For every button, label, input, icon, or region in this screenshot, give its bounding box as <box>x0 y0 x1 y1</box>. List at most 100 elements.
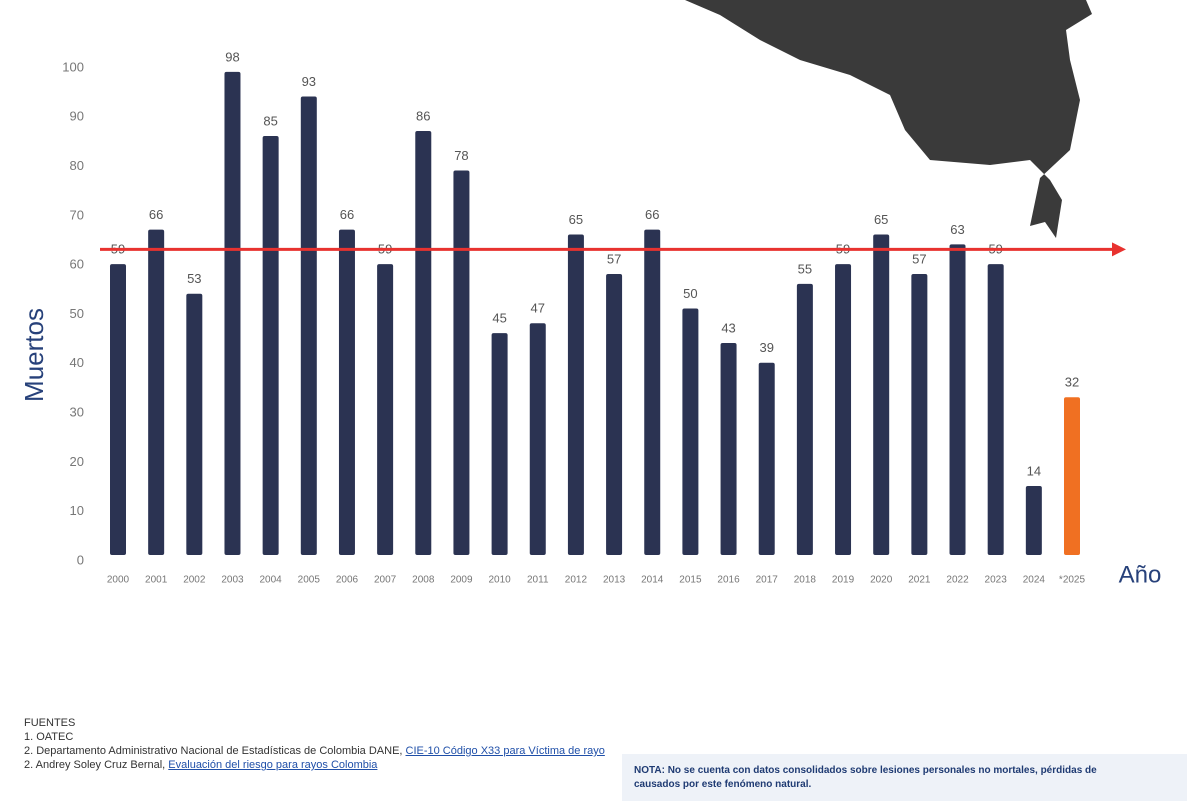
data-label: 65 <box>569 212 583 227</box>
data-label: 47 <box>531 301 545 316</box>
y-tick-label: 50 <box>70 306 84 321</box>
x-tick-label: 2016 <box>717 575 740 586</box>
data-label: 43 <box>721 320 735 335</box>
bar <box>987 264 1004 555</box>
x-tick-label: 2003 <box>221 575 244 586</box>
source-text: 1. OATEC <box>24 731 74 743</box>
bar <box>110 264 126 555</box>
x-tick-label: 2024 <box>1023 575 1046 586</box>
bar <box>911 273 928 555</box>
source-item: 1. OATEC <box>24 730 605 744</box>
data-label: 39 <box>759 340 773 355</box>
bar <box>338 229 355 555</box>
y-axis-label: Muertos <box>19 308 49 402</box>
data-label: 66 <box>645 207 659 222</box>
bar <box>949 244 966 555</box>
source-text: 2. Andrey Soley Cruz Bernal, <box>24 759 169 771</box>
data-label: 85 <box>263 113 277 128</box>
x-tick-label: 2020 <box>870 575 893 586</box>
x-axis-label: Año <box>1119 561 1162 588</box>
bar <box>262 135 279 555</box>
bar <box>835 264 852 555</box>
x-tick-label: 2023 <box>985 575 1008 586</box>
chart: Muertos Año 0102030405060708090100200059… <box>19 0 1162 588</box>
bar <box>567 234 584 556</box>
bar <box>682 308 699 555</box>
data-label: 57 <box>912 251 926 266</box>
bar <box>758 362 775 555</box>
note-line: NOTA: No se cuenta con datos consolidado… <box>634 765 1097 776</box>
x-tick-label: 2000 <box>107 575 130 586</box>
bar <box>148 229 165 555</box>
source-item: 2. Departamento Administrativo Nacional … <box>24 744 605 758</box>
bar <box>491 333 508 555</box>
data-label: 14 <box>1027 463 1041 478</box>
y-tick-label: 0 <box>77 552 84 567</box>
note-line: causados por este fenómeno natural. <box>634 779 812 790</box>
bar <box>873 234 890 556</box>
sources: FUENTES 1. OATEC 2. Departamento Administr… <box>24 716 605 772</box>
x-tick-label: 2017 <box>756 575 779 586</box>
data-label: 86 <box>416 108 430 123</box>
bar <box>796 283 813 555</box>
x-tick-label: 2006 <box>336 575 359 586</box>
data-label: 45 <box>492 311 506 326</box>
x-tick-label: 2009 <box>450 575 473 586</box>
data-label: 53 <box>187 271 201 286</box>
bar <box>644 229 661 555</box>
bar <box>1025 485 1042 555</box>
bar <box>606 273 623 555</box>
bar <box>529 323 546 555</box>
data-label: 55 <box>798 261 812 276</box>
y-tick-label: 30 <box>70 405 84 420</box>
x-tick-label: *2025 <box>1059 575 1086 586</box>
x-tick-label: 2007 <box>374 575 397 586</box>
x-tick-label: 2012 <box>565 575 588 586</box>
bar <box>377 264 394 555</box>
x-tick-label: 2022 <box>946 575 969 586</box>
x-tick-label: 2002 <box>183 575 206 586</box>
data-label: 93 <box>302 74 316 89</box>
x-tick-label: 2005 <box>298 575 321 586</box>
x-tick-label: 2010 <box>488 575 511 586</box>
x-tick-label: 2011 <box>527 575 549 586</box>
x-tick-label: 2001 <box>145 575 168 586</box>
data-label: 57 <box>607 251 621 266</box>
x-tick-label: 2008 <box>412 575 435 586</box>
data-label: 65 <box>874 212 888 227</box>
bar <box>453 170 470 555</box>
y-tick-label: 100 <box>62 59 84 74</box>
bar <box>415 131 432 555</box>
map-silhouette <box>685 0 1092 238</box>
reference-arrow <box>1112 242 1126 257</box>
data-label: 63 <box>950 222 964 237</box>
x-tick-label: 2019 <box>832 575 855 586</box>
y-tick-label: 90 <box>70 109 84 124</box>
y-tick-label: 10 <box>70 503 84 518</box>
x-tick-label: 2015 <box>679 575 702 586</box>
bar <box>186 293 203 555</box>
x-tick-label: 2021 <box>908 575 931 586</box>
data-label: 78 <box>454 148 468 163</box>
source-item: 2. Andrey Soley Cruz Bernal, Evaluación … <box>24 758 605 772</box>
x-tick-label: 2014 <box>641 575 664 586</box>
x-tick-label: 2004 <box>260 575 283 586</box>
y-tick-label: 60 <box>70 257 84 272</box>
bar <box>300 96 317 555</box>
bar <box>1064 397 1080 555</box>
data-label: 50 <box>683 286 697 301</box>
y-tick-label: 20 <box>70 454 84 469</box>
bar <box>720 343 737 555</box>
sources-title: FUENTES <box>24 717 76 729</box>
note: NOTA: No se cuenta con datos consolidado… <box>622 754 1187 801</box>
x-tick-label: 2018 <box>794 575 817 586</box>
source-link[interactable]: CIE-10 Código X33 para Víctima de rayo <box>405 745 605 757</box>
y-tick-label: 40 <box>70 355 84 370</box>
y-tick-label: 70 <box>70 207 84 222</box>
bar <box>224 71 241 556</box>
source-text: 2. Departamento Administrativo Nacional … <box>24 745 406 757</box>
source-link[interactable]: Evaluación del riesgo para rayos Colombi… <box>168 759 378 771</box>
data-label: 32 <box>1065 375 1079 390</box>
data-label: 66 <box>340 207 354 222</box>
